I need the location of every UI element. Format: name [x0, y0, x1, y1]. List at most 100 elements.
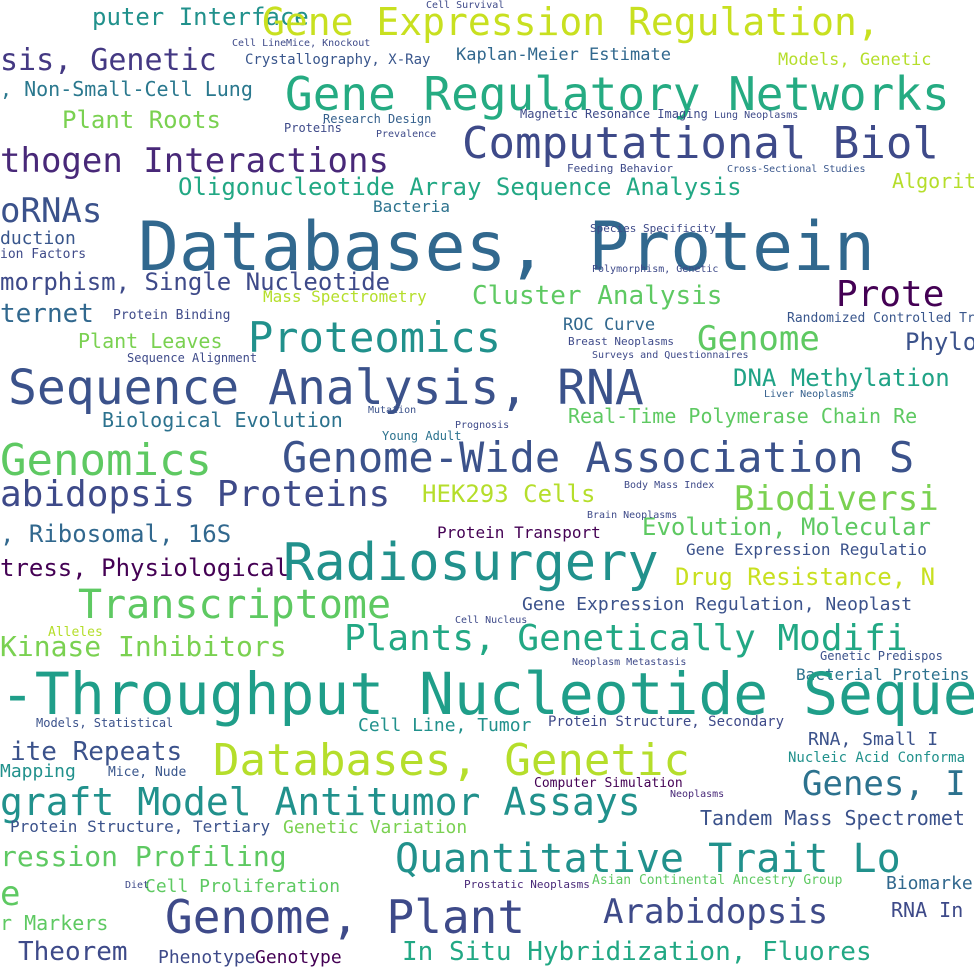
word: duction	[0, 228, 76, 249]
word: Research Design	[323, 112, 431, 126]
word: Oligonucleotide Array Sequence Analysis	[178, 173, 742, 201]
word: Real-Time Polymerase Chain Re	[568, 404, 917, 428]
word: Genomics	[0, 435, 212, 486]
word: Young Adult	[382, 429, 461, 443]
word: Lung Neoplasms	[714, 110, 798, 121]
word: RNA In	[891, 898, 963, 922]
word: Species Specificity	[590, 222, 716, 235]
word: Gene Expression Regulatio	[686, 540, 927, 559]
word: Neoplasms	[670, 789, 724, 800]
word: thogen Interactions	[0, 141, 389, 181]
word: Prote	[836, 274, 944, 315]
word: Transcriptome	[78, 582, 391, 628]
word: ROC Curve	[563, 315, 655, 335]
word: Protein Structure, Tertiary	[10, 817, 270, 836]
word: Genome-Wide Association S	[282, 433, 914, 482]
word: Plant Roots	[62, 106, 221, 134]
word: r Markers	[0, 911, 108, 935]
word: Magnetic Resonance Imaging	[520, 107, 708, 121]
word: Computational Biol	[462, 118, 939, 169]
word: Bacterial Proteins	[796, 665, 969, 684]
word: Bacteria	[373, 197, 450, 216]
word: Plant Leaves	[78, 329, 223, 353]
word: Phylo	[905, 328, 974, 356]
word: Biomarke	[886, 873, 973, 894]
word: Protein Binding	[113, 308, 230, 323]
word: Sequence Alignment	[127, 351, 257, 365]
word: Cross-Sectional Studies	[727, 164, 865, 175]
word: Mice, Nude	[108, 765, 186, 780]
word: abidopsis Proteins	[0, 474, 390, 515]
word: Feeding Behavior	[567, 162, 673, 175]
word: Genes, I	[802, 764, 966, 804]
word: Randomized Controlled Tri	[787, 311, 974, 326]
word: Cell Proliferation	[145, 876, 340, 897]
word: Genome	[697, 319, 820, 359]
word: Nucleic Acid Conforma	[788, 750, 965, 766]
word: Body Mass Index	[624, 480, 714, 491]
word: Radiosurgery	[283, 533, 659, 593]
word: Drug Resistance, N	[675, 563, 935, 591]
word: Cell Line	[232, 38, 286, 49]
word: Cell Nucleus	[455, 615, 527, 626]
word: sis, Genetic	[0, 43, 217, 78]
word: In Situ Hybridization, Fluores	[402, 937, 872, 967]
word: Protein Transport	[437, 523, 601, 542]
word: Kaplan-Meier Estimate	[456, 45, 671, 65]
word: Biological Evolution	[102, 408, 343, 432]
word: Genetic Variation	[283, 817, 467, 838]
word: Proteins	[284, 121, 342, 135]
word: Quantitative Trait Lo	[395, 836, 901, 882]
word: Cell Survival	[426, 0, 504, 11]
word: Gene Expression Regulation, Neoplast	[522, 594, 912, 615]
word: oRNAs	[0, 191, 102, 231]
word: Mice, Knockout	[286, 38, 370, 49]
word: graft Model Antitumor Assays	[0, 780, 641, 824]
word: Polymorphism, Genetic	[592, 264, 718, 275]
word: Mapping	[0, 761, 76, 782]
word: Evolution, Molecular	[642, 513, 931, 541]
word: -Throughput Nucleotide Sequen	[0, 660, 974, 728]
word: Tandem Mass Spectromet	[700, 806, 965, 830]
word: ion Factors	[0, 247, 86, 262]
word: Prevalence	[376, 129, 436, 140]
word: ternet	[0, 299, 94, 329]
word: Computer Simulation	[534, 776, 683, 791]
word: ression Profiling	[0, 840, 287, 873]
word: Models, Genetic	[778, 50, 932, 70]
word: Sequence Analysis, RNA	[8, 360, 644, 416]
word: Cell Line, Tumor	[358, 715, 532, 736]
word: Protein Structure, Secondary	[548, 714, 784, 730]
word: Plants, Genetically Modifi	[344, 618, 908, 659]
word: Alleles	[48, 625, 103, 640]
word: Asian Continental Ancestry Group	[592, 873, 843, 888]
word: Cluster Analysis	[472, 281, 722, 311]
word: Breast Neoplasms	[568, 335, 674, 348]
word: Mutation	[368, 405, 416, 416]
word: Phenotype	[158, 947, 256, 968]
word: Diet	[125, 880, 149, 891]
word: Prognosis	[455, 420, 509, 431]
word: Prostatic Neoplasms	[464, 878, 590, 891]
word: Surveys and Questionnaires	[592, 350, 749, 361]
word: Theorem	[18, 937, 128, 967]
word: Arabidopsis	[603, 892, 828, 932]
word: DNA Methylation	[733, 364, 950, 392]
word: tress, Physiological	[0, 554, 289, 582]
word: Genotype	[255, 947, 342, 968]
word: HEK293 Cells	[422, 480, 595, 508]
word: Genome, Plant	[165, 890, 525, 944]
word: Models, Statistical	[36, 716, 173, 730]
word: Kinase Inhibitors	[0, 630, 287, 663]
word: Liver Neoplasms	[764, 389, 854, 400]
word: Neoplasm Metastasis	[572, 657, 686, 668]
word: Databases, Genetic	[213, 735, 690, 786]
word: Mass Spectrometry	[263, 287, 427, 306]
word: Proteomics	[248, 313, 501, 362]
word: Databases, Protein	[138, 208, 875, 287]
word: ite Repeats	[10, 737, 182, 767]
word: Biodiversi	[734, 479, 939, 519]
word: Gene Expression Regulation,	[262, 0, 880, 44]
